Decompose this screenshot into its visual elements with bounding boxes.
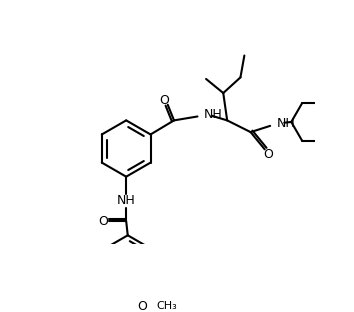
Text: O: O	[263, 148, 273, 161]
Text: O: O	[138, 300, 148, 312]
Text: CH₃: CH₃	[157, 301, 177, 311]
Text: O: O	[98, 215, 108, 228]
Text: NH: NH	[204, 108, 222, 121]
Text: O: O	[160, 94, 170, 107]
Text: NH: NH	[276, 117, 295, 130]
Text: NH: NH	[117, 194, 136, 207]
